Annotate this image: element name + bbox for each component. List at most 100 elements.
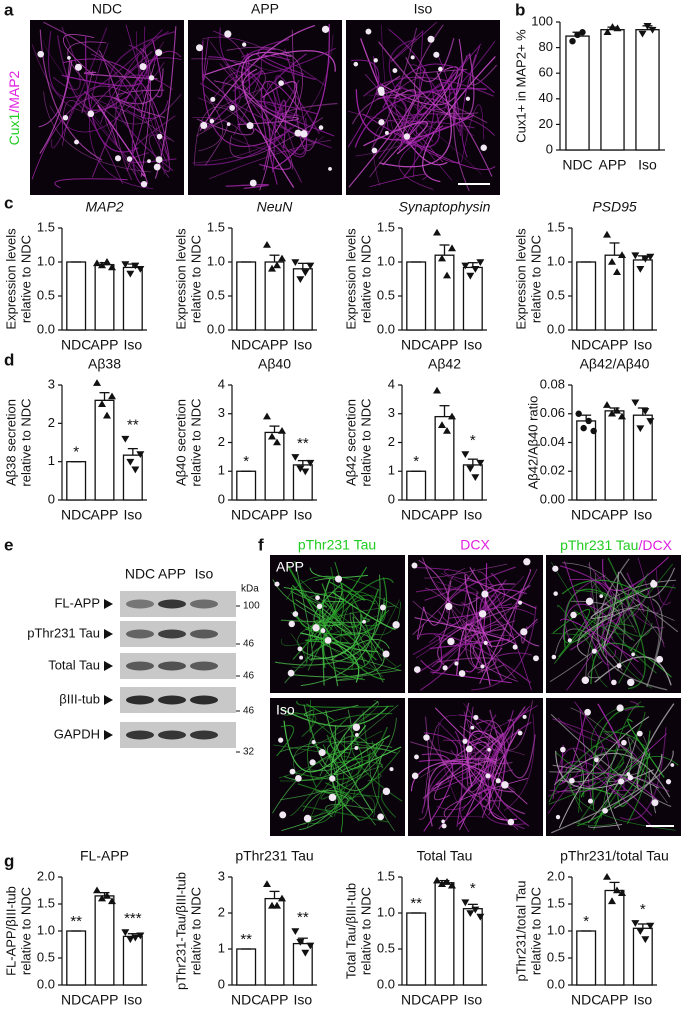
neurite (201, 40, 284, 148)
data-point (476, 913, 485, 921)
soma (636, 730, 643, 737)
neurite (67, 41, 107, 82)
merged-magenta: /DCX (638, 537, 672, 553)
soma (312, 624, 320, 632)
bar (565, 35, 590, 151)
neurite (83, 97, 142, 173)
lane-label: NDC (125, 566, 155, 582)
soma (242, 42, 247, 47)
neurite (280, 617, 370, 624)
data-point (603, 873, 611, 880)
neurite (62, 85, 132, 146)
neurite (438, 584, 468, 626)
soma (473, 714, 479, 721)
soma (552, 565, 559, 572)
data-point (608, 258, 616, 265)
neurite (584, 589, 635, 632)
neurite (290, 633, 307, 669)
soma (195, 44, 203, 52)
soma (67, 56, 71, 60)
data-point (263, 412, 271, 420)
neurite (423, 732, 458, 789)
neurite (296, 700, 394, 708)
neurite (600, 701, 642, 819)
data-point (618, 412, 626, 420)
x-tick-label: APP (90, 507, 118, 523)
neurite (400, 91, 493, 177)
neurite (347, 59, 380, 148)
soma (445, 602, 453, 611)
neurite (559, 565, 612, 651)
neurite (419, 597, 487, 691)
neurite (438, 736, 494, 830)
soma (288, 620, 295, 628)
data-point (646, 418, 655, 425)
x-tick-label: Iso (633, 992, 652, 1008)
blot-arrow (104, 629, 113, 639)
data-point (448, 412, 456, 420)
data-point (646, 253, 655, 261)
neurite (139, 48, 151, 178)
neurite (558, 716, 650, 829)
bar (236, 261, 257, 331)
soma (226, 122, 231, 127)
x-tick-label: Iso (633, 337, 652, 353)
soma (384, 130, 389, 135)
neurite (607, 744, 647, 782)
neurite (39, 60, 73, 154)
neurite (281, 790, 349, 831)
neurite (577, 711, 646, 824)
data-point (613, 406, 621, 414)
data-point (641, 936, 650, 944)
data-point (296, 465, 305, 473)
bar (576, 261, 597, 331)
neurite (291, 29, 318, 152)
neurite (430, 671, 512, 684)
y-tick-label: 2 (218, 904, 225, 919)
soma (523, 558, 531, 566)
soma (74, 63, 83, 71)
x-tick-label: NDC (231, 337, 261, 353)
x-tick-label: APP (90, 337, 118, 353)
soma (587, 798, 593, 804)
chart-title: FL-APP (80, 848, 129, 864)
soma (480, 664, 485, 669)
neurite (237, 115, 300, 126)
blot-label: FL-APP (54, 595, 100, 610)
neurite (577, 603, 641, 657)
bar (406, 470, 427, 501)
soma (627, 678, 635, 687)
y-tick-label: 1.5 (547, 219, 565, 234)
panel-label: c (4, 193, 13, 212)
y-tick-label: 1.0 (37, 922, 55, 937)
y-axis-label: Cux1+ in MAP2+ % (513, 29, 528, 143)
bar (264, 261, 285, 331)
chart-title: Aβ42/Aβ40 (580, 356, 650, 372)
soma (584, 708, 591, 716)
soma (433, 51, 440, 58)
data-point (579, 29, 586, 36)
neurite (97, 104, 146, 177)
data-point (471, 266, 480, 273)
neurite (340, 595, 399, 643)
neurite (646, 598, 663, 688)
neurite (412, 30, 424, 178)
soma (318, 125, 324, 130)
data-point (103, 891, 111, 899)
neurite (85, 35, 139, 153)
data-point (448, 244, 456, 252)
data-point (278, 254, 286, 262)
neurite (397, 132, 496, 170)
neurite (254, 128, 292, 170)
data-point (603, 28, 612, 36)
soma (458, 670, 466, 677)
data-point (608, 23, 617, 30)
soma (551, 654, 557, 660)
soma (209, 118, 215, 124)
neurite (115, 26, 146, 109)
neurite (248, 55, 296, 72)
neurite (271, 23, 330, 170)
data-point (648, 26, 657, 34)
soma (382, 650, 390, 658)
soma (454, 661, 459, 666)
